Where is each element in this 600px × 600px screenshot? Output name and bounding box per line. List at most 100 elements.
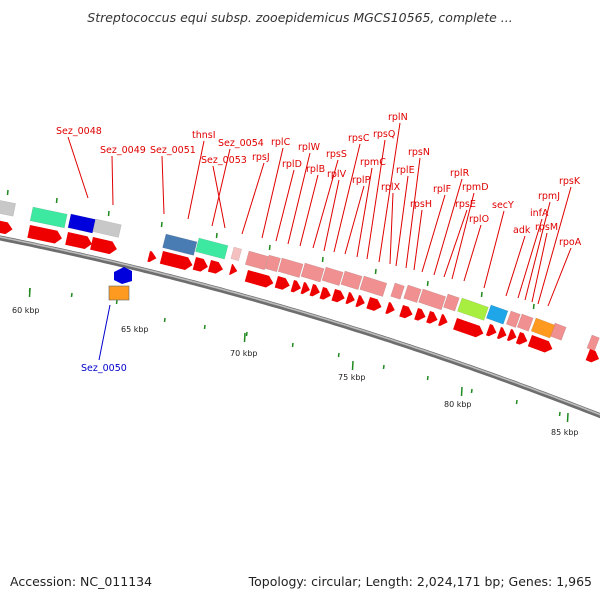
cds-box-blue xyxy=(67,213,96,234)
gene-label-rplv[interactable]: rplV xyxy=(327,169,347,180)
cds-box-pink xyxy=(340,270,363,291)
gene-label-rpsm[interactable]: rpsM xyxy=(535,222,558,233)
ruler-label: 75 kbp xyxy=(338,373,366,382)
leader-line xyxy=(421,194,446,273)
gene-label-rplo[interactable]: rplO xyxy=(469,214,489,225)
gene-label-rpmj[interactable]: rpmJ xyxy=(538,191,560,202)
ruler-label: 60 kbp xyxy=(12,306,40,315)
tick-mark xyxy=(163,317,166,323)
leader-line xyxy=(161,155,165,215)
gene-label-rple[interactable]: rplE xyxy=(396,165,415,176)
backbone-line xyxy=(0,235,600,419)
cds-box-pink xyxy=(390,282,405,300)
gene-label-sez_0049[interactable]: Sez_0049 xyxy=(100,145,146,156)
gene-label-sez_0053[interactable]: Sez_0053 xyxy=(201,155,247,166)
ruler-label: 65 kbp xyxy=(121,325,149,334)
gene-label-rplr[interactable]: rplR xyxy=(450,168,470,179)
cds-box-orange xyxy=(530,317,556,339)
gene-label-rpmc[interactable]: rpmC xyxy=(360,157,386,168)
tick-mark xyxy=(215,232,218,239)
gene-label-sez_0050[interactable]: Sez_0050 xyxy=(81,363,127,374)
gene-label-rpsk[interactable]: rpsK xyxy=(559,176,581,187)
cds-arrow xyxy=(309,284,320,297)
leader-line xyxy=(212,165,226,229)
gene-label-rpoa[interactable]: rpoA xyxy=(559,237,582,248)
gene-label-rpss[interactable]: rpsS xyxy=(326,149,347,160)
cds-box-pink xyxy=(230,246,243,261)
leader-line xyxy=(333,143,361,253)
accession-text: Accession: NC_011134 xyxy=(10,574,153,589)
cds-arrow xyxy=(65,232,92,250)
cds-arrow xyxy=(355,295,365,308)
gene-label-sez_0051[interactable]: Sez_0051 xyxy=(150,145,196,156)
leader-line xyxy=(187,140,205,220)
cds-box-green xyxy=(195,237,229,260)
cds-box-pink xyxy=(505,310,521,328)
tick-mark xyxy=(245,331,248,337)
gene-label-sez_0054[interactable]: Sez_0054 xyxy=(218,138,264,149)
gene-label-rpsj[interactable]: rpsJ xyxy=(252,152,270,163)
gene-label-rplf[interactable]: rplF xyxy=(433,184,451,195)
gene-label-secy[interactable]: secY xyxy=(492,200,514,211)
gene-label-rpsn[interactable]: rpsN xyxy=(408,147,430,158)
tick-mark xyxy=(160,221,163,228)
gene-label-rplc[interactable]: rplC xyxy=(271,137,291,148)
gene-label-thnsi[interactable]: thnsI xyxy=(192,130,216,141)
cds-arrow xyxy=(585,349,600,363)
gene-label-rplw[interactable]: rplW xyxy=(298,142,321,153)
cds-box-gray xyxy=(0,199,16,217)
tick-mark xyxy=(566,412,569,423)
cds-arrow xyxy=(496,327,507,339)
cds-arrow xyxy=(300,282,310,295)
leader-line xyxy=(443,209,468,278)
tick-mark xyxy=(115,299,118,305)
cds-arrow xyxy=(515,332,528,345)
gene-label-rpmd[interactable]: rpmD xyxy=(462,182,489,193)
gene-label-sez_0048[interactable]: Sez_0048 xyxy=(56,126,102,137)
cds-arrow xyxy=(274,276,290,290)
leader-line xyxy=(344,185,365,255)
cds-box-orange xyxy=(108,285,130,301)
leader-line xyxy=(433,178,463,276)
cds-box-pink xyxy=(359,275,388,297)
tick-mark xyxy=(480,291,483,298)
tick-mark xyxy=(107,210,110,217)
leader-line xyxy=(395,175,409,267)
leader-line xyxy=(356,167,373,258)
cds-box-lime xyxy=(457,297,489,321)
gene-label-adk[interactable]: adk xyxy=(513,225,531,236)
leader-line xyxy=(312,159,339,249)
gene-label-infa[interactable]: infA xyxy=(530,208,549,219)
cds-arrow xyxy=(453,318,484,338)
gene-label-rpsc[interactable]: rpsC xyxy=(348,133,370,144)
leader-line xyxy=(111,155,114,206)
leader-line xyxy=(413,209,423,271)
leader-line xyxy=(537,186,572,305)
cds-arrow xyxy=(426,311,438,324)
cds-arrow xyxy=(290,280,301,293)
tick-mark xyxy=(55,197,58,204)
tick-mark xyxy=(243,332,246,343)
cds-box-pink xyxy=(586,334,600,352)
cds-box-cyan xyxy=(485,304,509,325)
gene-label-rpsh[interactable]: rpsH xyxy=(410,199,432,210)
leader-line xyxy=(483,210,505,289)
cds-box-green xyxy=(29,206,68,229)
leader-line xyxy=(405,157,421,269)
gene-label-rpln[interactable]: rplN xyxy=(388,112,408,123)
cds-box-gray xyxy=(92,218,122,238)
gene-label-rplp[interactable]: rplP xyxy=(352,175,371,186)
cds-box-pink xyxy=(403,284,422,304)
gene-label-rpld[interactable]: rplD xyxy=(282,159,302,170)
gene-label-rplb[interactable]: rplB xyxy=(306,164,325,175)
tick-mark xyxy=(203,324,206,330)
cds-arrow xyxy=(207,260,223,274)
leader-line xyxy=(98,304,111,361)
cds-box-pink xyxy=(300,262,325,283)
leader-line xyxy=(366,139,386,260)
gene-label-rplx[interactable]: rplX xyxy=(381,182,401,193)
gene-label-rpsq[interactable]: rpsQ xyxy=(373,129,395,140)
cds-arrow xyxy=(244,270,274,288)
gene-label-rpse[interactable]: rpsE xyxy=(455,199,476,210)
